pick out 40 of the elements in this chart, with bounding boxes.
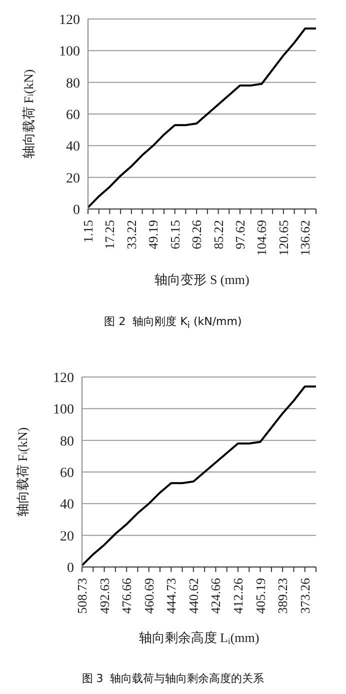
y-tick-label: 40 bbox=[60, 498, 74, 513]
y-tick-label: 80 bbox=[60, 434, 74, 450]
text: 图 2 轴向刚度 K$_{i}$ (kN/mm) bbox=[103, 314, 243, 332]
x-tick-label: 136.62 bbox=[298, 220, 313, 256]
x-tick-label: 424.66 bbox=[208, 578, 224, 614]
y-tick-label: 40 bbox=[66, 140, 80, 155]
y-tick-label: 0 bbox=[73, 202, 80, 218]
x-tick-label: 69.26 bbox=[189, 220, 204, 250]
y-tick-label: 120 bbox=[59, 12, 80, 28]
x-tick-label: 389.23 bbox=[275, 578, 290, 614]
x-axis-title: 轴向剩余高度 L$_{i}$(mm) bbox=[138, 630, 260, 646]
y-tick-label: 60 bbox=[66, 108, 80, 123]
x-tick-label: 1.15 bbox=[80, 220, 96, 243]
x-tick-label: 440.62 bbox=[186, 578, 201, 614]
x-tick-label: 33.22 bbox=[124, 220, 139, 250]
x-tick-label: 476.66 bbox=[119, 578, 134, 614]
y-tick-label: 0 bbox=[67, 560, 74, 576]
x-tick-label: 120.65 bbox=[276, 220, 291, 256]
x-axis-title: 轴向变形 S (mm) bbox=[154, 272, 250, 287]
x-tick-label: 65.15 bbox=[167, 220, 182, 250]
y-tick-label: 20 bbox=[66, 171, 80, 186]
x-tick-label: 17.25 bbox=[102, 220, 118, 250]
x-tick-label: 492.63 bbox=[96, 578, 112, 614]
x-tick-label: 97.62 bbox=[232, 220, 248, 250]
x-tick-label: 444.73 bbox=[164, 578, 179, 614]
y-tick-label: 120 bbox=[53, 370, 74, 386]
x-tick-label: 412.26 bbox=[230, 578, 246, 614]
x-tick-label: 85.22 bbox=[210, 220, 226, 250]
y-tick-label: 80 bbox=[66, 76, 80, 92]
text: 图 3 轴向载荷与轴向剩余高度的关系 bbox=[80, 671, 266, 686]
y-tick-label: 20 bbox=[60, 529, 74, 544]
y-tick-label: 100 bbox=[53, 402, 74, 418]
x-tick-label: 508.73 bbox=[74, 578, 90, 614]
y-tick-label: 100 bbox=[59, 44, 80, 60]
x-tick-label: 460.69 bbox=[141, 578, 156, 614]
x-tick-label: 49.19 bbox=[146, 220, 161, 250]
x-tick-label: 405.19 bbox=[252, 578, 268, 614]
x-tick-label: 373.26 bbox=[297, 578, 312, 614]
x-tick-label: 104.69 bbox=[254, 220, 270, 256]
y-tick-label: 60 bbox=[60, 466, 74, 481]
